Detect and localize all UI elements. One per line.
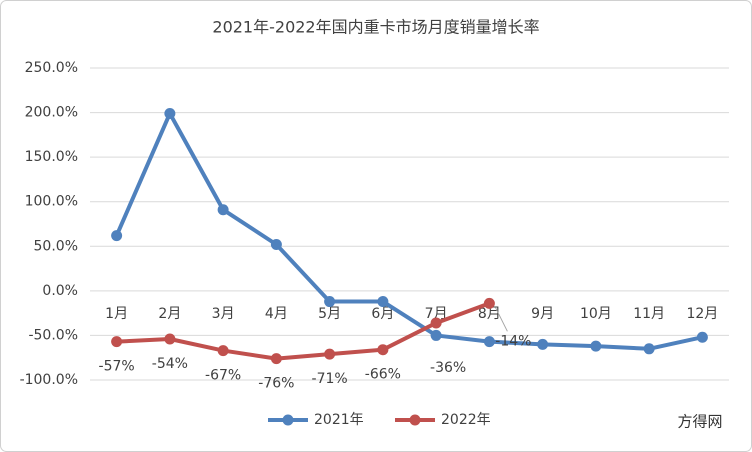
legend-label: 2021年 — [314, 412, 364, 428]
legend-marker — [282, 414, 294, 426]
data-label: -14% — [495, 333, 531, 349]
point — [324, 348, 336, 360]
y-tick-label: 0.0% — [42, 283, 78, 299]
series-line — [116, 301, 491, 361]
y-tick-label: 250.0% — [25, 60, 78, 76]
point — [324, 296, 336, 308]
point — [111, 336, 123, 348]
x-tick-label: 1月 — [105, 306, 128, 322]
chart-title: 2021年-2022年国内重卡市场月度销量增长率 — [212, 18, 539, 37]
y-tick-label: 100.0% — [25, 194, 78, 210]
y-tick-label: -100.0% — [20, 372, 78, 388]
x-tick-label: 6月 — [371, 306, 394, 322]
x-tick-label: 2月 — [158, 306, 181, 322]
watermark: 方得网 — [677, 413, 722, 431]
x-tick-label: 11月 — [633, 306, 665, 322]
data-label: -54% — [152, 356, 188, 372]
point — [164, 333, 176, 345]
x-tick-label: 9月 — [531, 306, 554, 322]
data-label: -36% — [430, 360, 466, 376]
x-tick-label: 8月 — [478, 306, 501, 322]
x-tick-label: 3月 — [212, 306, 235, 322]
point — [270, 353, 282, 365]
data-label: -76% — [258, 376, 294, 392]
point — [483, 336, 495, 348]
point — [537, 338, 549, 350]
x-tick-label: 4月 — [265, 306, 288, 322]
y-tick-label: 50.0% — [34, 238, 78, 254]
point — [217, 345, 229, 357]
x-tick-label: 10月 — [580, 306, 612, 322]
point — [377, 344, 389, 356]
y-tick-label: -50.0% — [28, 327, 78, 343]
data-label: -71% — [312, 371, 348, 387]
point — [270, 239, 282, 251]
point — [696, 331, 708, 343]
y-tick-label: 200.0% — [25, 105, 78, 121]
x-tick-label: 7月 — [425, 306, 448, 322]
x-tick-label: 12月 — [686, 306, 718, 322]
point — [430, 329, 442, 341]
point — [164, 107, 176, 119]
data-label: -66% — [365, 367, 401, 383]
point — [643, 343, 655, 355]
point — [430, 317, 442, 329]
data-label: -67% — [205, 368, 241, 384]
y-tick-label: 150.0% — [25, 149, 78, 165]
point — [217, 204, 229, 216]
point — [590, 340, 602, 352]
legend-label: 2022年 — [441, 412, 491, 428]
point — [483, 297, 495, 309]
data-label: -57% — [99, 359, 135, 375]
legend-marker — [409, 414, 421, 426]
point — [377, 296, 389, 308]
series-line — [114, 111, 703, 351]
leader-line — [494, 307, 508, 332]
x-tick-label: 5月 — [318, 306, 341, 322]
point — [111, 230, 123, 242]
